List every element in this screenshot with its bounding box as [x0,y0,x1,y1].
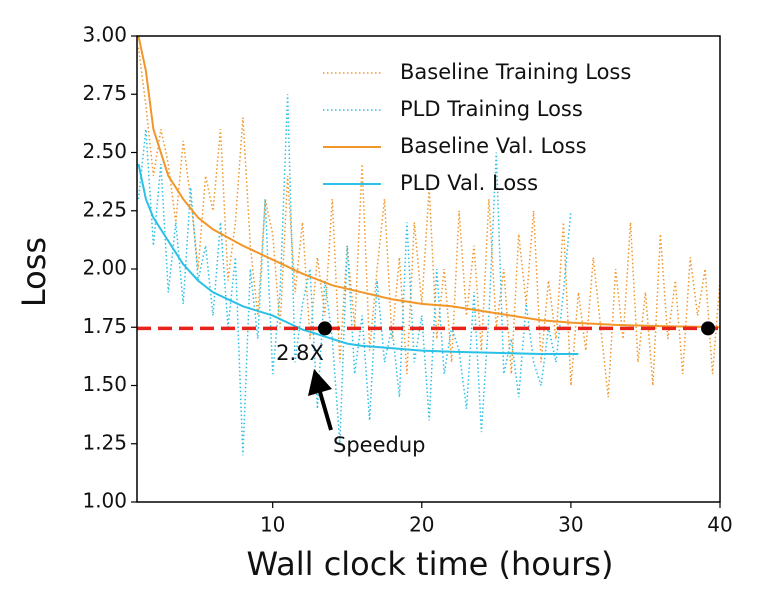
y-tick-label: 2.75 [82,81,127,105]
y-tick-label: 1.00 [82,489,127,513]
val-line [137,163,579,355]
y-tick-label: 2.25 [82,197,127,221]
legend-label: PLD Val. Loss [400,171,538,195]
y-tick-label: 2.50 [82,139,127,163]
annotation: 2.8X [276,341,324,365]
legend: Baseline Training Loss PLD Training Loss B… [323,60,631,195]
marker-point [317,321,332,336]
legend-label: PLD Training Loss [400,97,583,121]
plot-area [137,36,720,456]
legend-label: Baseline Val. Loss [400,134,587,158]
x-axis-label: Wall clock time (hours) [247,545,614,583]
x-tick-label: 20 [409,513,434,537]
arrow-shaft [318,391,333,431]
arrow-head [308,369,332,396]
x-tick-label: 10 [260,513,285,537]
val-line [137,36,720,329]
arrow [308,369,333,431]
y-tick-label: 2.00 [82,256,127,280]
y-tick-label: 1.75 [82,314,127,338]
x-tick-label: 30 [558,513,583,537]
x-tick-label: 40 [707,513,732,537]
y-tick-label: 1.25 [82,430,127,454]
y-tick-label: 3.00 [82,23,127,47]
y-axis-label: Loss [15,237,53,307]
y-tick-label: 1.50 [82,372,127,396]
annotation: Speedup [333,433,425,457]
marker-point [701,321,716,336]
legend-label: Baseline Training Loss [400,60,631,84]
